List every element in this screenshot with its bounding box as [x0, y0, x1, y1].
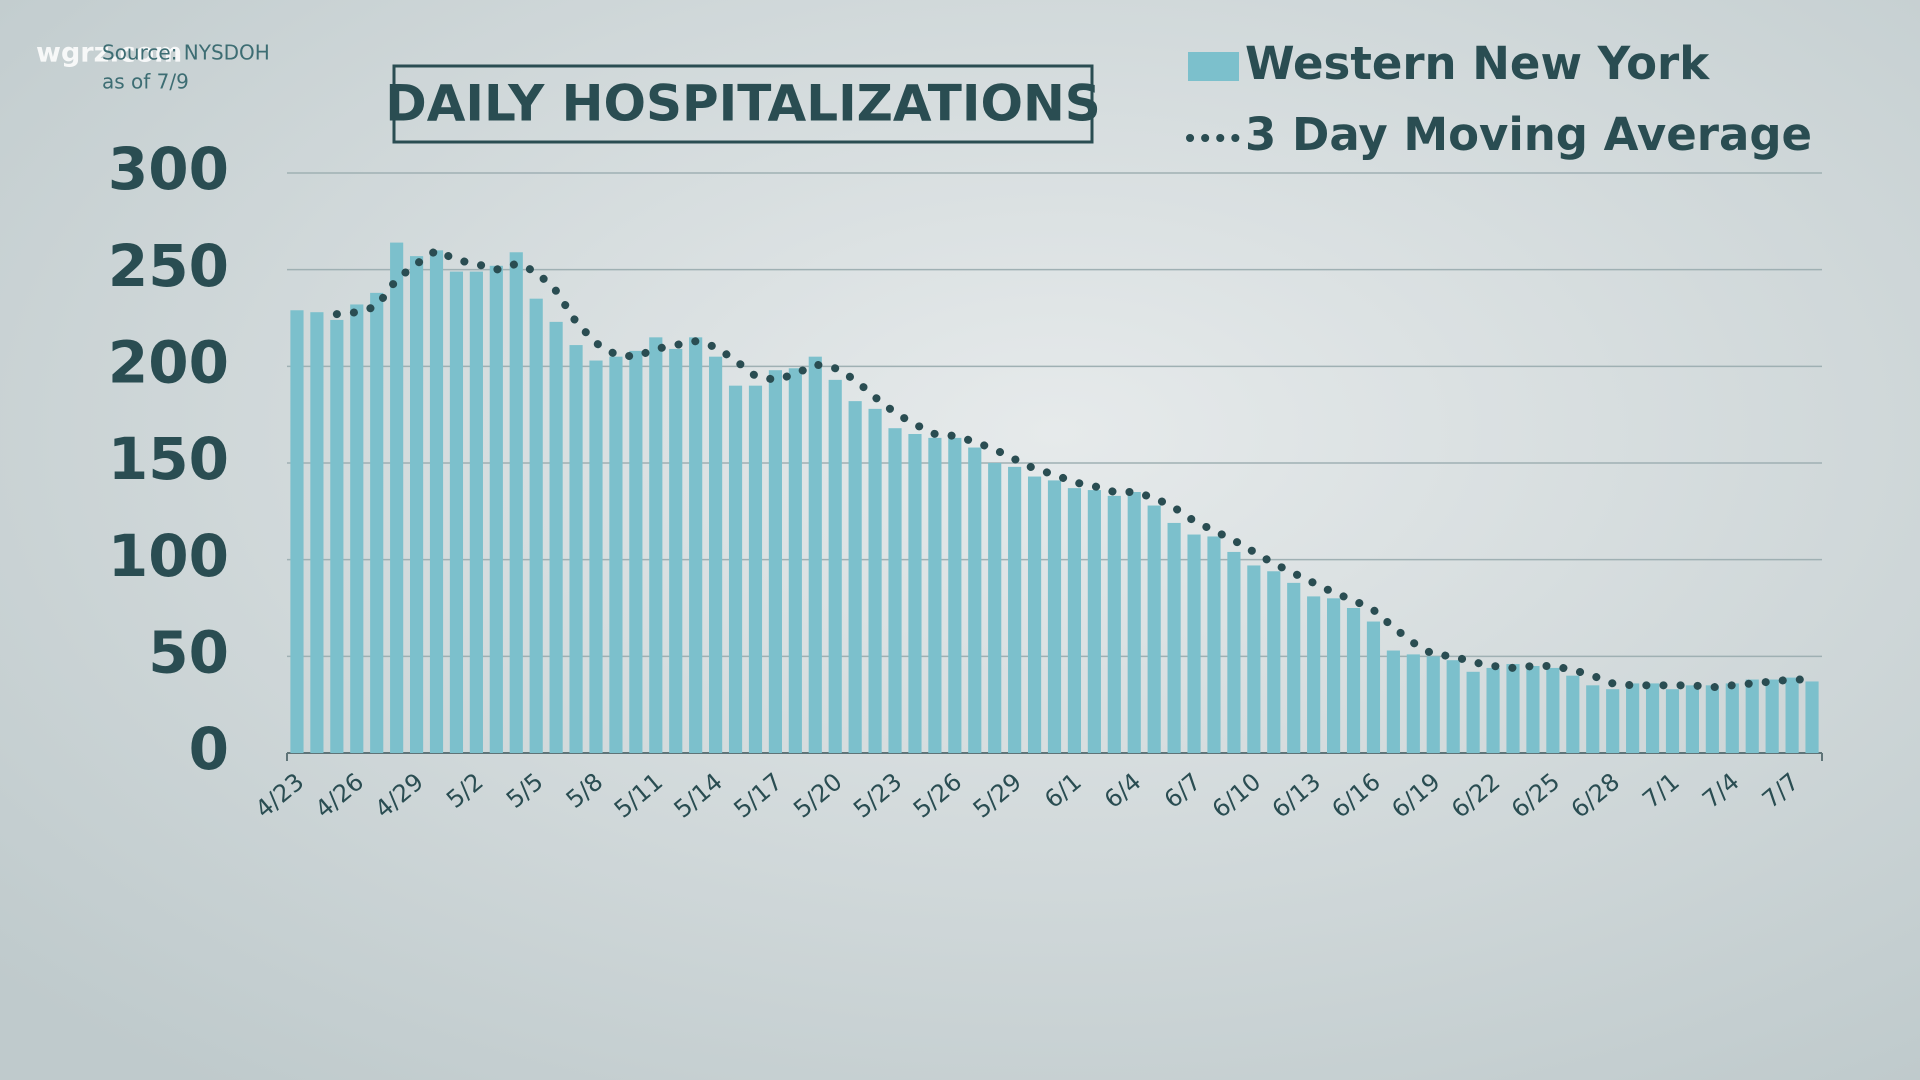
- bar: [868, 408, 882, 753]
- bar: [449, 271, 464, 753]
- bar: [1167, 522, 1181, 753]
- legend-swatch: [1188, 52, 1239, 81]
- bar: [1346, 608, 1361, 753]
- bar: [1725, 683, 1739, 753]
- bar: [409, 256, 424, 753]
- bar: [988, 463, 1002, 753]
- bar: [1027, 476, 1042, 753]
- y-tick-label: 300: [108, 135, 229, 203]
- bar: [928, 437, 942, 753]
- bar: [1386, 650, 1400, 753]
- bar: [669, 348, 683, 753]
- bar: [748, 385, 763, 753]
- bar: [1127, 492, 1141, 753]
- source-note: Source: NYSDOH: [102, 41, 270, 65]
- y-tick-label: 50: [148, 618, 229, 686]
- bar: [888, 428, 902, 753]
- bar: [549, 321, 563, 753]
- bar: [1147, 505, 1161, 753]
- bar: [350, 304, 364, 753]
- bar: [948, 437, 962, 753]
- bar: [1765, 679, 1779, 753]
- y-tick-label: 100: [108, 522, 229, 590]
- bar: [1566, 675, 1580, 753]
- y-tick-label: 200: [108, 328, 229, 396]
- bar: [768, 370, 782, 753]
- bar: [1426, 656, 1440, 753]
- bar: [609, 356, 623, 753]
- bar: [908, 434, 922, 753]
- bar: [1107, 495, 1121, 753]
- bar: [1287, 582, 1301, 753]
- bar: [1665, 689, 1680, 753]
- bar: [1745, 679, 1759, 753]
- bar: [1606, 689, 1620, 753]
- y-tick-label: 150: [108, 425, 229, 493]
- bar: [828, 379, 842, 753]
- bar: [1247, 565, 1261, 753]
- bar: [788, 368, 802, 753]
- bar: [1446, 660, 1460, 753]
- bar: [1067, 488, 1082, 753]
- bar: [728, 385, 743, 753]
- bar: [1008, 466, 1022, 753]
- bar: [1685, 685, 1700, 753]
- bar: [1705, 685, 1719, 753]
- bar: [290, 310, 304, 753]
- title-box: [392, 64, 1094, 144]
- y-tick-label: 250: [108, 232, 229, 300]
- watermark: wgrz.com: [36, 38, 182, 69]
- bar: [689, 337, 703, 753]
- bar: [1327, 598, 1341, 753]
- bar: [509, 252, 523, 753]
- bar: [1486, 667, 1500, 753]
- bar: [1366, 621, 1381, 753]
- y-tick-label: 0: [189, 715, 229, 783]
- bar: [1466, 671, 1480, 753]
- bar: [469, 271, 483, 753]
- bar: [1187, 534, 1201, 753]
- chart-title: DAILY HOSPITALIZATIONS: [385, 75, 1101, 133]
- bar: [709, 356, 723, 753]
- bar: [1227, 551, 1241, 753]
- bar: [1047, 480, 1062, 753]
- bar: [589, 360, 603, 753]
- bar: [1805, 681, 1819, 753]
- bar: [1645, 683, 1660, 753]
- bar: [808, 356, 822, 753]
- bar: [429, 250, 444, 754]
- bar: [1626, 683, 1640, 753]
- bar: [1207, 536, 1221, 753]
- date-note: as of 7/9: [102, 70, 189, 94]
- moving-average-line: [332, 245, 1817, 692]
- bar: [569, 345, 583, 753]
- bar: [649, 337, 663, 753]
- bar: [1526, 666, 1540, 753]
- bar: [1406, 654, 1420, 753]
- bar: [1546, 667, 1560, 753]
- bar: [489, 265, 503, 753]
- bar: [1267, 571, 1281, 753]
- bar: [390, 242, 404, 753]
- bar: [1307, 596, 1321, 753]
- bar: [1506, 664, 1520, 753]
- legend-label: 3 Day Moving Average: [1245, 108, 1812, 161]
- bar: [330, 319, 344, 753]
- bar: [629, 350, 643, 753]
- bar: [1785, 677, 1799, 753]
- bar: [310, 312, 324, 753]
- bar: [968, 447, 982, 753]
- bar: [1586, 685, 1600, 753]
- bar: [370, 292, 384, 753]
- bar: [1087, 490, 1101, 753]
- bar: [848, 401, 862, 753]
- bar: [529, 298, 543, 753]
- legend-label: Western New York: [1245, 37, 1710, 90]
